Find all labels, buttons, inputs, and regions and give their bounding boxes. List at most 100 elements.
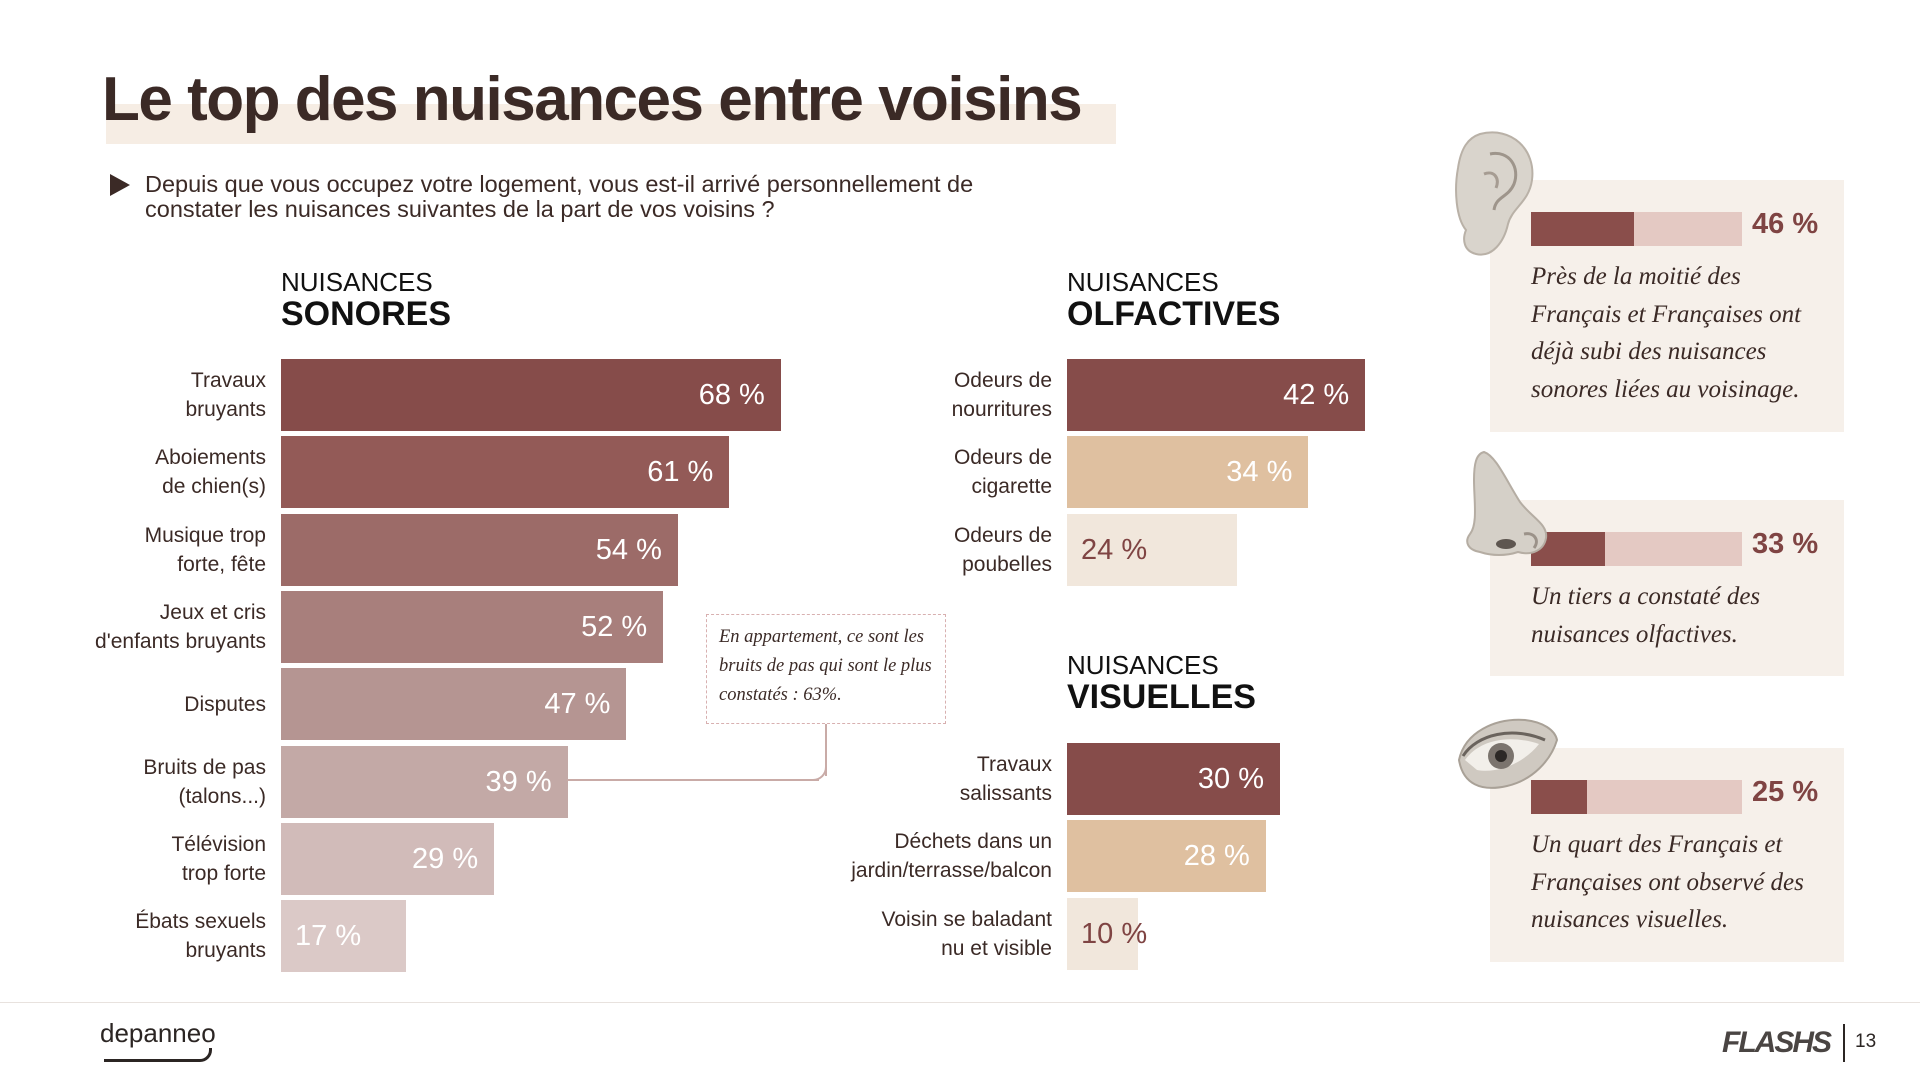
bar-category-label-line: bruyants (185, 398, 266, 421)
depanneo-logo: depanneo (100, 1018, 216, 1048)
bar-category-label-line: salissants (959, 782, 1052, 805)
bar-value-label: 61 % (647, 456, 714, 489)
bar-category-label: Odeurs de cigarette (792, 443, 1052, 501)
bar-category-label-line: Jeux et cris (159, 600, 266, 624)
bar-category-label: Musique trop forte, fête (6, 521, 266, 579)
bar-category-label: Jeux et cris d'enfants bruyants (6, 598, 266, 656)
bar-value-label: 54 % (595, 533, 662, 566)
bar-value-label: 34 % (1226, 456, 1293, 489)
section-small: NUISANCES (281, 267, 433, 297)
bar-category-label-line: bruyants (185, 939, 266, 963)
card-percentage: 25 % (1752, 776, 1819, 808)
bar-category-label-line: Musique trop (144, 523, 266, 547)
footer-divider (0, 1002, 1920, 1003)
chart-bar: 17 % (281, 900, 406, 973)
section-small: NUISANCES (1067, 267, 1219, 297)
bar-category-label: Odeurs de nourritures (792, 366, 1052, 424)
logo-underline (104, 1048, 212, 1062)
bar-category-label-line: trop forte (181, 861, 266, 885)
page-separator (1843, 1024, 1845, 1062)
bar-category-label-line: de chien(s) (162, 475, 266, 499)
card-text: Près de la moitié des Français et França… (1531, 263, 1802, 403)
summary-card-visuelles: 25 % Un quart des Français et Françaises… (1490, 748, 1844, 962)
chart-bar: 10 % (1067, 897, 1147, 970)
bar-category-label-line: Ébats sexuels (135, 910, 266, 934)
chart-bar: 42 % (1067, 359, 1366, 431)
bar-category-label-line: Télévision (171, 832, 266, 856)
chart-bar: 29 % (281, 822, 495, 895)
chart-bar: 24 % (1067, 513, 1238, 586)
card-progress-bar (1531, 212, 1742, 246)
card-progress-bar (1531, 532, 1742, 566)
bar-category-label-line: Bruits de pas (143, 755, 266, 779)
section-big: VISUELLES (1067, 678, 1256, 716)
chart-bar: 52 % (281, 590, 664, 663)
chart-bar: 68 % (281, 359, 781, 431)
annotation-note: En appartement, ce sont les bruits de pa… (706, 614, 946, 724)
bar-category-label-line: Déchets dans un (894, 830, 1052, 854)
chart-bar: 54 % (281, 513, 678, 586)
ear-icon (1455, 131, 1534, 256)
bar-category-label-line: (talons...) (178, 784, 266, 808)
card-progress-bar (1531, 780, 1742, 814)
bar-category-label-line: d'enfants bruyants (95, 629, 266, 653)
section-big: OLFACTIVES (1067, 295, 1281, 333)
bar-category-label-line: forte, fête (177, 552, 266, 576)
bar-category-label: Disputes (6, 690, 266, 719)
bar-category-label: Travaux bruyants (6, 366, 266, 424)
eye-icon (1457, 718, 1559, 789)
bar-category-label: Bruits de pas (talons...) (6, 753, 266, 811)
chart-bar: 61 % (281, 436, 730, 509)
bar-value-label: 47 % (544, 688, 611, 721)
chart-bar: 34 % (1067, 436, 1309, 509)
bar-category-label: Voisin se baladant nu et visible (792, 905, 1052, 963)
title-highlight (106, 104, 1116, 144)
bar-category-label-line: Aboiements (155, 446, 266, 470)
bar-value-label: 30 % (1197, 763, 1264, 795)
bar-category-label: Travaux salissants (792, 750, 1052, 808)
bar-category-label-line: Odeurs de (953, 446, 1052, 470)
bar-category-label: Télévision trop forte (6, 830, 266, 888)
flashs-logo: FLASHS (1722, 1026, 1832, 1059)
card-progress-fill (1531, 212, 1634, 246)
bar-value-label: 52 % (581, 610, 648, 643)
card-text: Un tiers a constaté des nuisances olfact… (1531, 583, 1761, 648)
section-small: NUISANCES (1067, 650, 1219, 680)
chart-bar: 30 % (1067, 743, 1280, 815)
nose-icon (1466, 450, 1548, 556)
card-text: Un quart des Français et Françaises ont … (1531, 831, 1804, 933)
section-head-sonores: NUISANCES SONORES (281, 268, 451, 332)
section-big: SONORES (281, 295, 452, 333)
bar-value-label: 39 % (485, 765, 552, 798)
bar-category-label-line: Disputes (184, 692, 266, 716)
bar-category-label-line: poubelles (962, 552, 1052, 576)
note-connector (825, 724, 827, 776)
bar-category-label-line: cigarette (971, 475, 1052, 499)
section-head-visuelles: NUISANCES VISUELLES (1067, 651, 1256, 715)
play-arrow-icon (110, 174, 130, 196)
bar-category-label-line: jardin/terrasse/balcon (851, 859, 1052, 883)
section-head-olfactives: NUISANCES OLFACTIVES (1067, 268, 1280, 332)
bar-category-label-line: Travaux (190, 369, 266, 392)
bar-category-label-line: Odeurs de (953, 369, 1052, 392)
survey-question: Depuis que vous occupez votre logement, … (145, 171, 974, 222)
chart-bar: 28 % (1067, 820, 1266, 893)
bar-category-label-line: nu et visible (941, 936, 1052, 960)
card-percentage: 33 % (1752, 528, 1819, 560)
card-percentage: 46 % (1752, 208, 1819, 240)
bar-category-label: Ébats sexuels bruyants (6, 907, 266, 965)
bar-category-label: Aboiements de chien(s) (6, 443, 266, 501)
bar-category-label-line: nourritures (951, 398, 1052, 421)
bar-value-label: 29 % (412, 842, 479, 875)
card-progress-fill (1531, 780, 1587, 814)
bar-category-label-line: Travaux (976, 753, 1052, 776)
bar-value-label: 42 % (1283, 379, 1350, 411)
bar-category-label: Déchets dans un jardin/terrasse/balcon (792, 827, 1052, 885)
bar-value-label: 28 % (1183, 840, 1250, 873)
bar-category-label-line: Voisin se baladant (881, 907, 1052, 931)
page-number: 13 (1855, 1031, 1877, 1052)
summary-card-sonores: 46 % Près de la moitié des Français et F… (1490, 180, 1844, 432)
bar-category-label: Odeurs de poubelles (792, 521, 1052, 579)
note-connector (567, 779, 819, 781)
chart-bar: 47 % (281, 668, 627, 741)
